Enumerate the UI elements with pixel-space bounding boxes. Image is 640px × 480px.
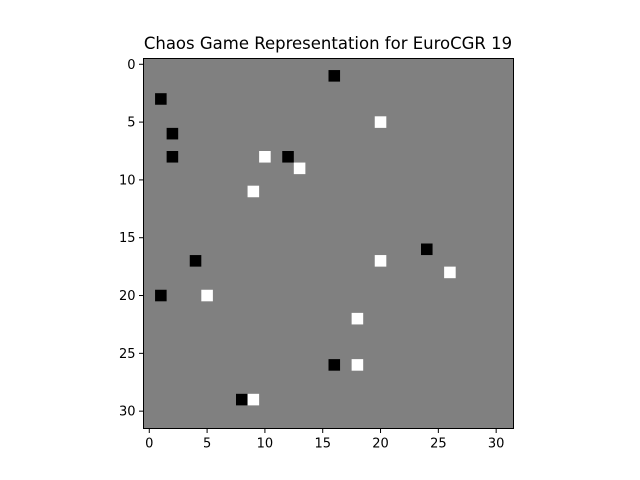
- heatmap-cell-1-20: [155, 289, 167, 302]
- heatmap-cell-1-3: [155, 93, 167, 105]
- heatmap-cell-12-8: [282, 151, 294, 163]
- heatmap-cells: [155, 70, 456, 406]
- x-tick-label: 10: [257, 437, 274, 452]
- heatmap-cell-9-29: [247, 393, 260, 406]
- x-tick-label: 15: [314, 437, 331, 452]
- heatmap-background: [143, 58, 514, 429]
- heatmap-cell-5-20: [201, 289, 213, 302]
- x-tick-label: 5: [203, 437, 211, 452]
- y-tick-label: 15: [119, 231, 136, 246]
- y-tick-label: 10: [119, 173, 136, 188]
- heatmap-cell-2-8: [166, 151, 179, 163]
- x-tick-label: 20: [372, 437, 389, 452]
- heatmap-cell-20-17: [374, 255, 387, 267]
- heatmap-cell-4-17: [189, 255, 202, 267]
- heatmap-cell-18-26: [351, 359, 364, 371]
- heatmap-cell-18-22: [351, 312, 364, 325]
- x-tick-label: 0: [145, 437, 153, 452]
- heatmap-cell-13-9: [293, 162, 306, 175]
- heatmap-cell-16-26: [328, 359, 341, 371]
- heatmap-cell-20-5: [374, 116, 387, 128]
- plot-frame: [143, 58, 514, 429]
- plot-area: [143, 58, 514, 429]
- heatmap-cell-8-29: [236, 393, 248, 406]
- y-tick-label: 0: [127, 58, 135, 73]
- y-tick-label: 25: [119, 347, 136, 362]
- y-tick-label: 30: [119, 405, 136, 420]
- x-axis: 0 5 10 15 20 25 30: [145, 428, 505, 452]
- heatmap-cell-26-18: [444, 266, 456, 279]
- y-tick-label: 5: [127, 116, 135, 131]
- heatmap-cell-24-16: [421, 243, 433, 256]
- heatmap-cell-10-8: [259, 151, 271, 163]
- y-tick-label: 20: [119, 289, 136, 304]
- x-tick-label: 25: [430, 437, 447, 452]
- heatmap-cell-2-6: [166, 127, 179, 140]
- x-tick-label: 30: [488, 437, 505, 452]
- heatmap-cell-9-11: [247, 185, 260, 198]
- chart-title: Chaos Game Representation for EuroCGR 19: [144, 34, 512, 53]
- y-axis: 0 5 10 15 20 25 30: [119, 58, 144, 420]
- heatmap-cell-16-1: [328, 70, 341, 82]
